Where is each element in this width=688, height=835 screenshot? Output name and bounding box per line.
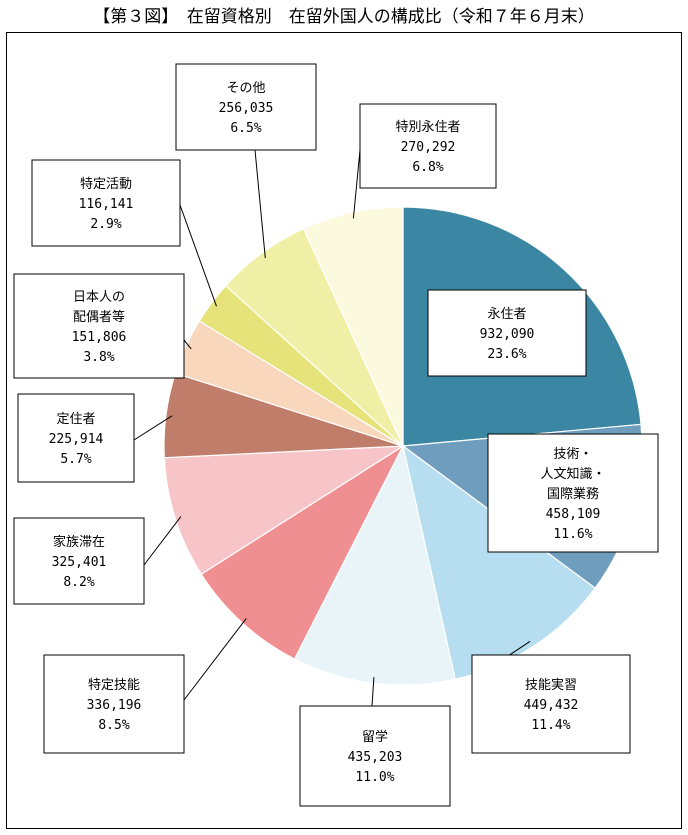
leader-line-5 [183,618,247,701]
slice-label-2: 人文知識・ [540,466,605,482]
slice-label-1: 永住者 [487,307,526,322]
slice-value-3: 449,432 [524,698,579,713]
slice-label-2: 技術・ [553,447,592,462]
slice-label-10: その他 [226,81,265,96]
chart-title: 【第３図】 在留資格別 在留外国人の構成比（令和７年６月末） [93,7,595,27]
label-box-8 [13,273,185,379]
slice-label-5: 特定技能 [88,678,140,693]
label-box-7 [17,393,135,483]
chart-frame [6,32,682,829]
leader-line-4 [371,677,375,707]
slice-percent-8: 3.8% [83,350,114,365]
slice-label-8: 配偶者等 [73,309,125,325]
label-box-4 [299,705,451,807]
labels-group: 永住者 932,090 23.6% 技術・人文知識・国際業務 458,109 11.6% 技… [13,63,659,807]
slice-value-1: 932,090 [480,327,535,342]
slice-label-7: 定住者 [56,412,95,427]
leader-line-10 [254,149,266,259]
slice-value-9: 116,141 [79,197,134,212]
slice-label-9: 特定活動 [80,177,132,192]
pie-slice-6 [163,445,406,575]
slice-percent-1: 23.6% [487,347,526,362]
label-box-5 [43,654,185,754]
slice-percent-2: 11.6% [553,527,592,542]
pie-slice-11 [302,206,404,447]
slice-value-5: 336,196 [87,698,142,713]
label-box-10 [175,63,317,151]
slice-percent-6: 8.2% [63,575,94,590]
slice-value-10: 256,035 [219,101,274,116]
pie-slice-5 [200,444,405,660]
slice-label-2: 国際業務 [547,486,599,502]
slice-value-8: 151,806 [72,330,127,345]
label-box-1 [427,289,587,377]
leader-line-7 [133,415,173,441]
label-box-11 [359,103,497,189]
leader-line-11 [352,149,361,219]
slice-value-2: 458,109 [546,507,601,522]
leader-line-9 [179,204,217,307]
slice-label-11: 特別永住者 [395,120,460,135]
slice-percent-5: 8.5% [98,718,129,733]
slice-percent-7: 5.7% [60,452,91,467]
label-box-3 [471,654,631,754]
slice-label-4: 留学 [362,729,388,745]
slice-value-6: 325,401 [52,555,107,570]
slice-label-3: 技能実習 [525,677,577,693]
pie-slice-3 [402,444,596,680]
slice-value-7: 225,914 [49,432,104,447]
slice-label-8: 日本人の [73,290,125,305]
slice-percent-3: 11.4% [531,718,570,733]
label-box-6 [13,517,145,605]
label-box-2 [487,433,659,553]
leader-line-6 [143,516,182,566]
slice-value-11: 270,292 [401,140,456,155]
slice-percent-4: 11.0% [355,770,394,785]
slice-percent-10: 6.5% [230,121,261,136]
slice-value-4: 435,203 [348,750,403,765]
slice-label-6: 家族滞在 [53,534,105,550]
slice-percent-11: 6.8% [412,160,443,175]
leader-line-8 [183,339,192,350]
label-box-9 [31,159,181,247]
slice-percent-9: 2.9% [90,217,121,232]
